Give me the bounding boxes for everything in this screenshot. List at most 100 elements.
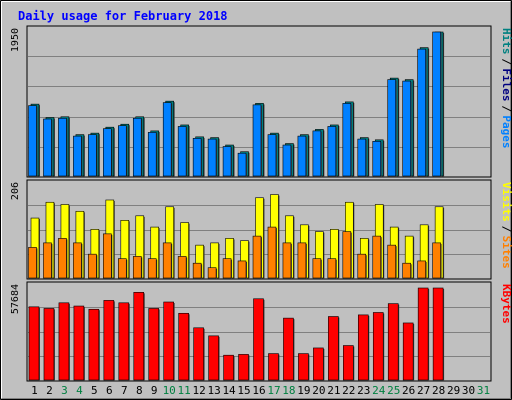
- bar-pages: [43, 118, 52, 177]
- x-tick-label: 26: [402, 384, 415, 397]
- x-tick-label: 24: [372, 384, 386, 397]
- bar-pages: [297, 135, 307, 177]
- bar-kbytes: [58, 302, 70, 381]
- bar-sites: [207, 267, 217, 279]
- x-tick-label: 19: [297, 384, 310, 397]
- bar-sites: [132, 256, 142, 279]
- bar-kbytes: [357, 314, 369, 381]
- bar-kbytes: [283, 317, 294, 381]
- bar-pages: [147, 132, 157, 177]
- x-tick-label: 25: [387, 384, 400, 397]
- bar-pages: [88, 134, 97, 177]
- bar-sites: [73, 242, 82, 279]
- bar-pages: [372, 141, 382, 177]
- bar-pages: [357, 138, 367, 177]
- bar-sites: [297, 242, 307, 279]
- bar-kbytes: [88, 308, 100, 381]
- legend-separator: /: [500, 226, 512, 233]
- legend-kbytes: KBytes: [500, 284, 512, 324]
- bar-kbytes: [43, 308, 55, 381]
- bar-pages: [103, 128, 112, 177]
- x-tick-label: 3: [61, 384, 68, 397]
- bar-sites: [237, 260, 247, 279]
- bar-sites: [162, 242, 172, 279]
- bar-pages: [312, 130, 322, 177]
- bar-sites: [282, 242, 292, 279]
- x-tick-label: 20: [312, 384, 325, 397]
- x-tick-label: 14: [222, 384, 236, 397]
- bar-sites: [402, 262, 411, 279]
- bar-sites: [327, 258, 337, 279]
- x-tick-label: 31: [477, 384, 490, 397]
- bar-kbytes: [253, 298, 264, 381]
- bar-sites: [222, 258, 232, 279]
- x-tick-label: 10: [163, 384, 176, 397]
- legend-separator: /: [500, 105, 512, 112]
- legend-sites: Sites: [500, 236, 512, 269]
- legend-pages: Pages: [500, 115, 512, 148]
- bar-pages: [132, 117, 142, 177]
- x-tick-label: 11: [178, 384, 191, 397]
- bar-pages: [402, 80, 411, 177]
- x-tick-label: 17: [267, 384, 280, 397]
- panel-kbytes: 57684 KBytes: [10, 281, 512, 382]
- bar-sites: [372, 235, 382, 279]
- x-tick-label: 12: [193, 384, 206, 397]
- bar-pages: [237, 152, 247, 177]
- bar-sites: [342, 231, 352, 279]
- bar-sites: [103, 233, 112, 279]
- y-max-label: 57684: [10, 284, 21, 314]
- bar-sites: [417, 260, 426, 279]
- bar-sites: [58, 238, 67, 279]
- bar-kbytes: [193, 327, 204, 381]
- x-tick-label: 23: [357, 384, 370, 397]
- bar-kbytes: [372, 312, 384, 381]
- y-max-label: 206: [10, 182, 21, 200]
- bar-pages: [327, 126, 337, 177]
- x-tick-label: 9: [151, 384, 158, 397]
- bar-kbytes: [133, 292, 145, 381]
- bar-pages: [118, 125, 127, 177]
- bar-sites: [192, 262, 202, 279]
- bar-sites: [88, 253, 97, 279]
- panel-hits: 1950 Hits / Files / Pages: [10, 25, 512, 178]
- bar-pages: [73, 135, 82, 177]
- x-tick-label: 30: [462, 384, 475, 397]
- bar-pages: [387, 79, 396, 177]
- x-tick-label: 29: [447, 384, 460, 397]
- x-tick-label: 18: [282, 384, 295, 397]
- bar-sites: [312, 258, 322, 279]
- bar-pages: [58, 117, 67, 177]
- bar-kbytes: [148, 308, 160, 381]
- bar-kbytes: [223, 354, 234, 381]
- bar-sites: [118, 258, 127, 279]
- bar-pages: [417, 48, 426, 177]
- x-tick-label: 2: [46, 384, 53, 397]
- bar-pages: [177, 126, 187, 177]
- bar-kbytes: [103, 300, 115, 381]
- y-max-label: 1950: [10, 28, 21, 52]
- bar-pages: [222, 146, 232, 177]
- bar-kbytes: [28, 306, 40, 381]
- legend-files: Files: [500, 68, 512, 101]
- bar-kbytes: [328, 316, 339, 381]
- bar-kbytes: [208, 335, 219, 381]
- x-tick-label: 8: [136, 384, 143, 397]
- bar-sites: [357, 253, 367, 279]
- bar-sites: [252, 235, 262, 279]
- bar-kbytes: [343, 345, 354, 381]
- bar-kbytes: [417, 287, 429, 381]
- bar-kbytes: [432, 287, 444, 381]
- x-tick-label: 7: [121, 384, 128, 397]
- x-tick-label: 1: [31, 384, 38, 397]
- bar-sites: [387, 244, 396, 279]
- legend-hits: Hits: [500, 28, 512, 55]
- bar-kbytes: [313, 347, 324, 381]
- legend-separator: /: [500, 58, 512, 65]
- x-tick-label: 27: [417, 384, 430, 397]
- bar-sites: [43, 242, 52, 279]
- chart-title: Daily usage for February 2018: [18, 9, 228, 23]
- x-tick-label: 15: [237, 384, 250, 397]
- bar-pages: [282, 144, 292, 177]
